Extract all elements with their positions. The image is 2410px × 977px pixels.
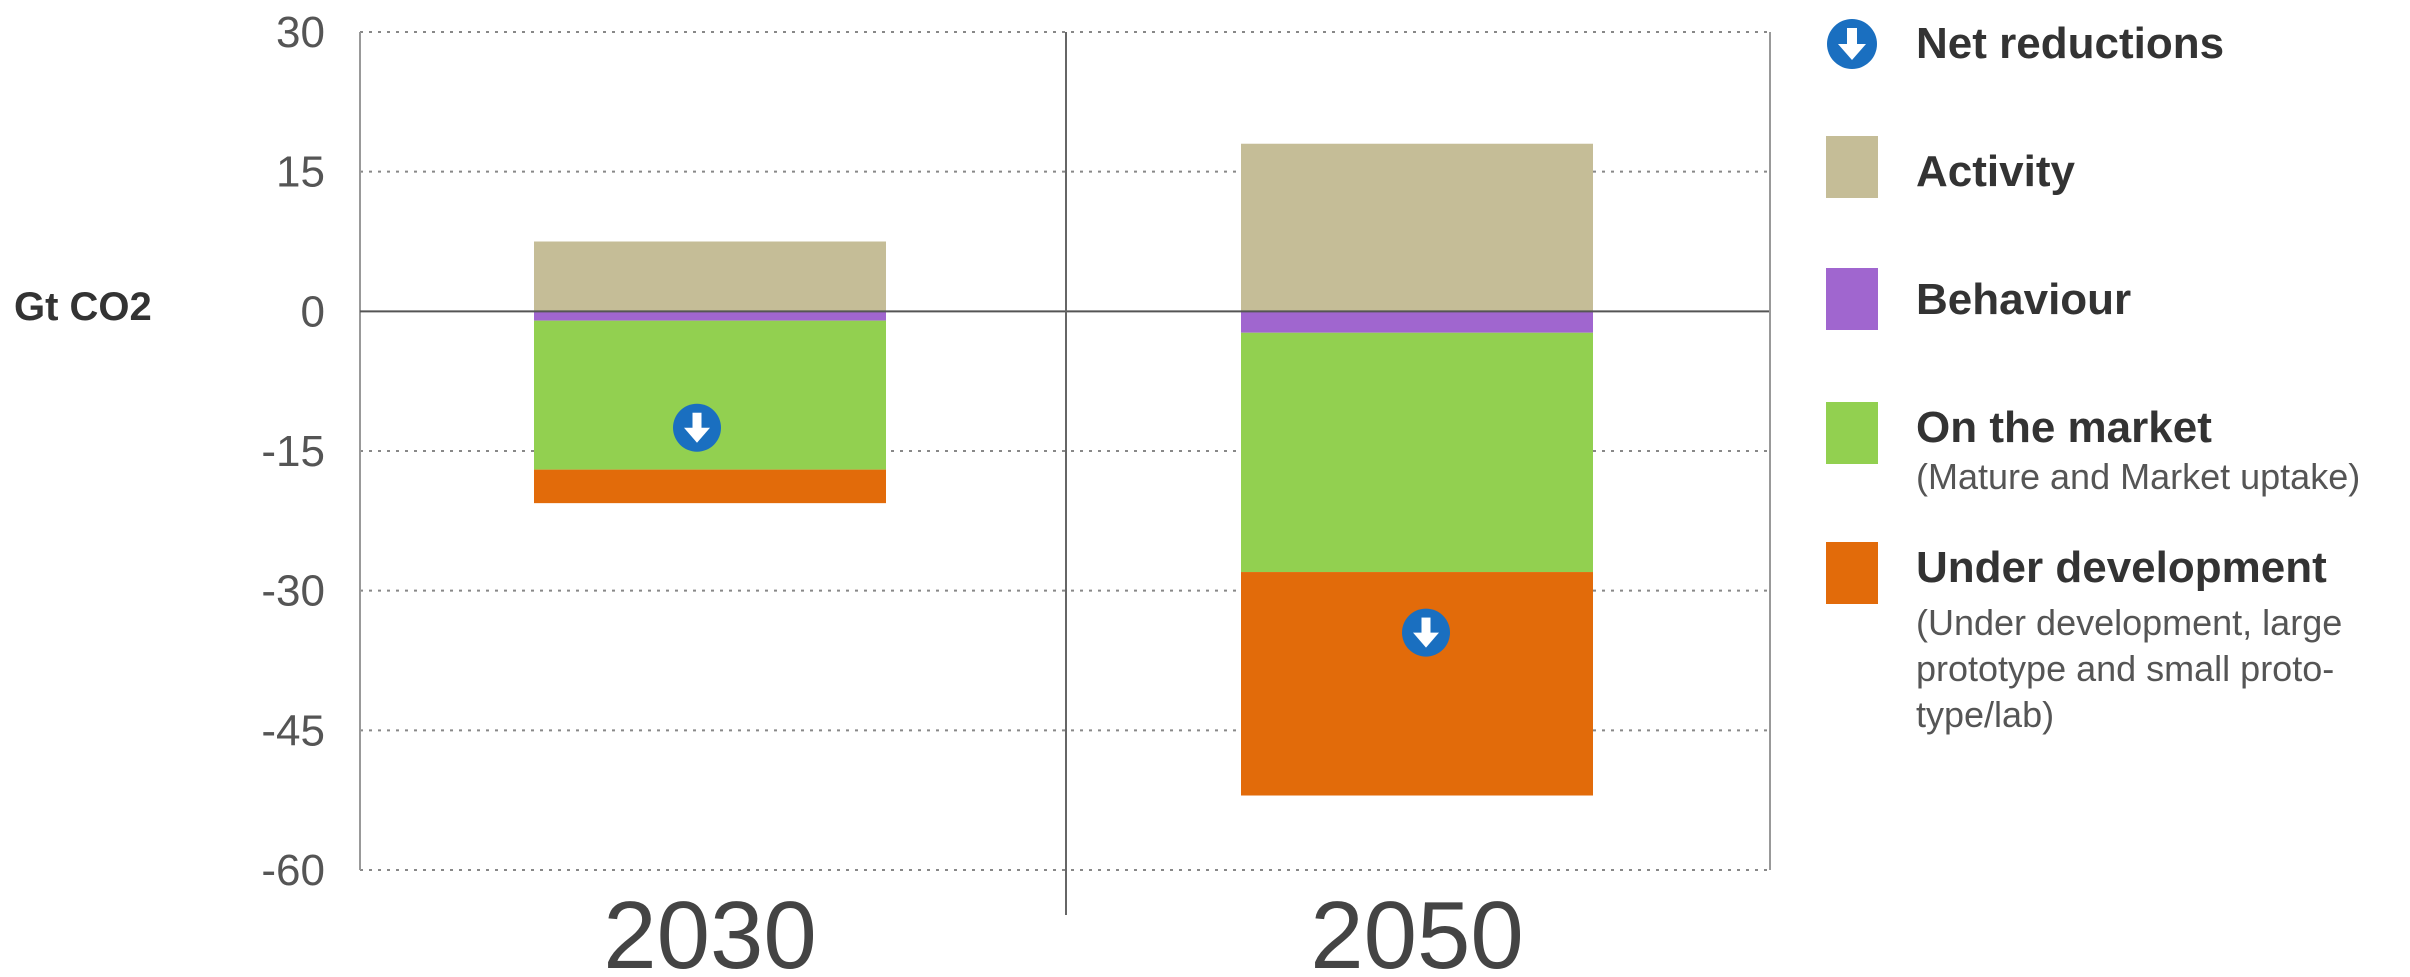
legend-label: Behaviour — [1916, 275, 2132, 324]
net-reduction-markers — [673, 403, 1450, 657]
legend-sublabel-line: prototype and small proto- — [1916, 648, 2335, 689]
y-axis-label: Gt CO2 — [14, 285, 152, 329]
legend-sublabel-line: type/lab) — [1916, 694, 2055, 735]
legend-label: Under development — [1916, 543, 2327, 592]
legend-swatch-behaviour — [1826, 268, 1878, 330]
y-tick-label: -30 — [261, 567, 325, 616]
bar-behaviour-2030 — [534, 311, 886, 321]
legend-sublabel: (Mature and Market uptake) — [1916, 456, 2361, 497]
x-axis-categories: 2030 2050 — [603, 882, 1524, 977]
y-tick-label: -45 — [261, 706, 325, 755]
x-category-label: 2030 — [603, 882, 817, 977]
net-reduction-marker-head — [1413, 632, 1439, 648]
bar-under-development-2030 — [534, 469, 886, 504]
y-tick-label: 0 — [301, 287, 325, 336]
legend-label: On the market — [1916, 403, 2212, 452]
y-tick-label: -60 — [261, 846, 325, 895]
axes — [359, 32, 1771, 915]
y-axis-ticks: 30 15 0 -15 -30 -45 -60 — [261, 8, 325, 895]
bars — [534, 143, 1593, 796]
bar-on-the-market-2050 — [1241, 332, 1593, 573]
y-tick-label: 15 — [276, 148, 325, 197]
legend-label: Activity — [1916, 147, 2075, 196]
bar-behaviour-2050 — [1241, 311, 1593, 333]
net-reduction-marker-shaft — [692, 412, 702, 430]
legend-sublabel-line: (Under development, large — [1916, 602, 2343, 643]
legend-swatch-on-the-market — [1826, 402, 1878, 464]
x-category-label: 2050 — [1310, 882, 1524, 977]
bar-activity-2050 — [1241, 143, 1593, 312]
arrow-down-circle-icon — [1827, 19, 1877, 69]
net-reduction-marker-head — [684, 427, 710, 443]
arrow-down-circle-icon — [1402, 608, 1450, 657]
y-tick-label: 30 — [276, 8, 325, 57]
arrow-down-circle-icon — [673, 403, 721, 452]
legend-swatch-activity — [1826, 136, 1878, 198]
legend-swatch-under-development — [1826, 542, 1878, 604]
stacked-bar-chart: 30 15 0 -15 -30 -45 -60 2030 2050 Gt CO2 — [14, 8, 1771, 977]
y-tick-label: -15 — [261, 427, 325, 476]
bar-activity-2030 — [534, 241, 886, 312]
legend-label: Net reductions — [1916, 19, 2225, 68]
net-reduction-marker-shaft — [1421, 617, 1431, 635]
bar-under-development-2050 — [1241, 572, 1593, 796]
